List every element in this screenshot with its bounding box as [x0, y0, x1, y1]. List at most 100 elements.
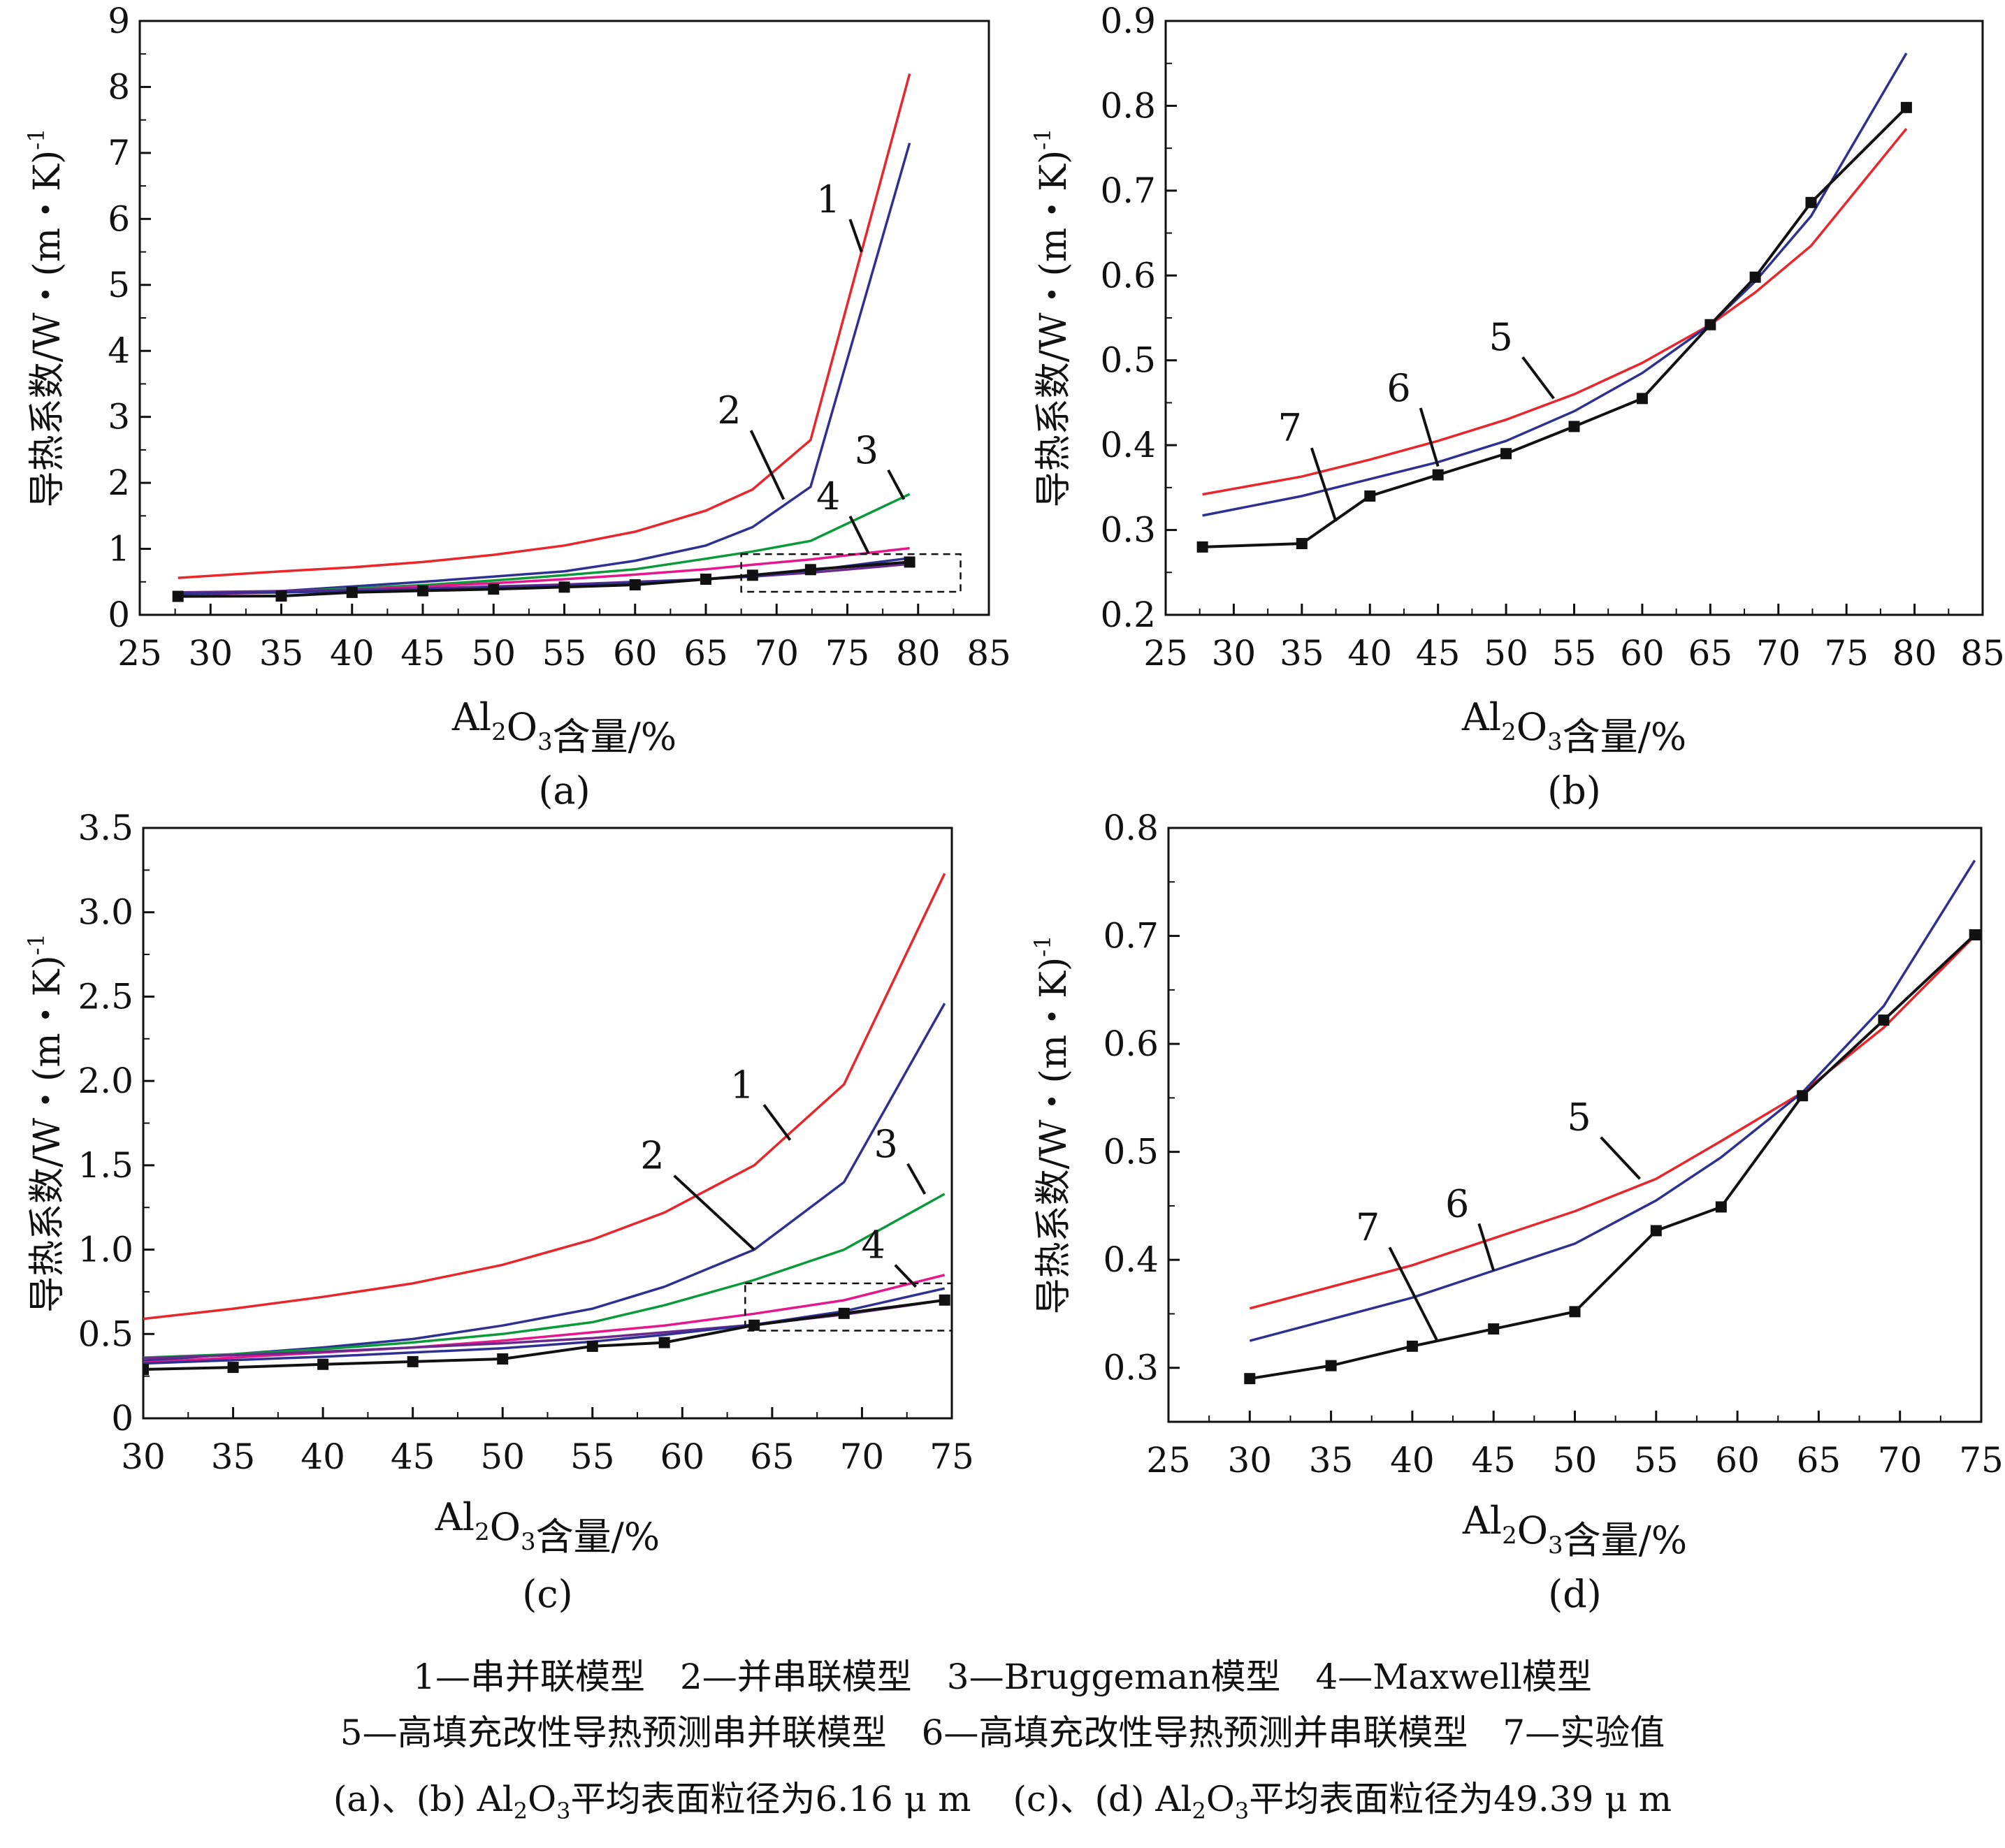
x-tick-label: 60	[1715, 1440, 1760, 1480]
y-tick-label: 1.5	[78, 1145, 133, 1186]
x-tick-label: 55	[542, 633, 587, 674]
series-line-6	[1249, 859, 1976, 1342]
x-title-part: O	[507, 705, 537, 749]
data-point-7	[804, 564, 816, 576]
x-tick-label: 65	[1797, 1440, 1841, 1480]
plot-area	[172, 73, 915, 602]
data-point-7	[748, 1319, 760, 1331]
callout-leader	[673, 1174, 755, 1251]
y-tick-label: 0.7	[1100, 170, 1156, 211]
y-tick-label: 0.6	[1100, 255, 1156, 296]
y-tick-label: 9	[108, 1, 130, 41]
callout-label: 6	[1387, 366, 1410, 410]
x-tick-label: 50	[471, 633, 516, 674]
x-tick-label: 25	[1143, 633, 1188, 674]
y-tick-label: 0.3	[1103, 1348, 1159, 1388]
data-point-7	[1704, 319, 1716, 330]
callout-label: 7	[1356, 1205, 1380, 1249]
x-tick-label: 25	[1146, 1440, 1191, 1480]
callout-leader	[848, 219, 863, 253]
data-point-7	[1805, 196, 1817, 208]
data-point-7	[1432, 469, 1444, 481]
caption-ab-sub-3: 3	[556, 1798, 571, 1824]
x-tick-label: 40	[330, 633, 375, 674]
caption-cd-oxygen: O	[1206, 1779, 1235, 1819]
x-tick-label: 75	[1959, 1440, 2004, 1480]
callout-label: 7	[1277, 406, 1301, 450]
series-line-7	[1249, 933, 1976, 1381]
x-tick-label: 60	[1620, 633, 1665, 674]
y-title-superscript: -1	[1029, 129, 1056, 150]
data-point-7	[407, 1355, 419, 1367]
y-axis-title: 导热系数/W・(m・K)-1	[23, 129, 68, 508]
y-tick-label: 0.5	[78, 1314, 133, 1354]
y-tick-label: 0.6	[1103, 1024, 1159, 1064]
y-tick-label: 0.4	[1100, 425, 1156, 465]
y-tick-label: 3.5	[78, 808, 133, 848]
x-title-subscript: 2	[1501, 718, 1517, 746]
x-tick-label: 30	[188, 633, 233, 674]
data-point-7	[1406, 1340, 1418, 1352]
legend-line-models-1-4: 1—串并联模型 2—并串联模型 3—Bruggeman模型 4—Maxwell模…	[413, 1657, 1592, 1697]
x-title-part: O	[1517, 1508, 1548, 1552]
chart-panel-d: 25 30 35 40 45 50 55 60 65 70 750.30.40.50.60.70.8…	[1029, 808, 2004, 1616]
x-tick-label: 80	[1892, 633, 1937, 674]
data-point-7	[227, 1362, 239, 1374]
data-point-7	[1296, 538, 1308, 549]
series-line-7	[1202, 106, 1908, 548]
x-tick-label: 65	[1688, 633, 1733, 674]
panel-label: (d)	[1548, 1572, 1602, 1616]
chart-panel-a: 25 30 35 40 45 50 55 60 65 70 75 80 850123456789Al2O…	[23, 1, 1011, 813]
caption-ab-suffix: 平均表面粒径为6.16 μ m	[570, 1779, 971, 1819]
callout-leader	[848, 515, 870, 555]
x-title-part: 含量/%	[553, 715, 677, 759]
x-tick-label: 75	[929, 1436, 974, 1477]
x-tick-label: 35	[1280, 633, 1324, 674]
data-point-7	[586, 1340, 598, 1352]
x-tick-label: 70	[1878, 1440, 1923, 1480]
callout-label: 3	[855, 428, 878, 472]
y-tick-label: 2.0	[78, 1061, 133, 1101]
y-tick-label: 3.0	[78, 892, 133, 933]
x-tick-label: 45	[400, 633, 445, 674]
panel-label: (b)	[1547, 769, 1601, 813]
callout-leader	[1388, 1246, 1438, 1341]
x-tick-label: 65	[750, 1436, 795, 1477]
y-tick-label: 0.7	[1103, 916, 1159, 956]
series-line-1	[143, 873, 946, 1320]
data-point-7	[1196, 541, 1208, 553]
callout-leader	[1521, 356, 1555, 400]
chart-panel-b: 25 30 35 40 45 50 55 60 65 70 75 80 850.20.30.40.50.…	[1029, 1, 2005, 813]
data-point-7	[629, 579, 641, 591]
y-tick-label: 5	[108, 265, 130, 305]
data-point-7	[1364, 490, 1376, 502]
y-title-superscript: -1	[23, 129, 50, 150]
data-point-7	[1900, 101, 1912, 113]
x-tick-label: 55	[1634, 1440, 1679, 1480]
y-tick-label: 7	[108, 133, 130, 173]
caption-ab-oxygen: O	[528, 1779, 557, 1819]
data-point-7	[904, 556, 915, 568]
data-point-7	[1244, 1373, 1256, 1385]
callout-label: 1	[730, 1063, 754, 1107]
data-point-7	[417, 585, 428, 597]
data-point-7	[1797, 1090, 1809, 1102]
x-tick-label: 85	[1960, 633, 2005, 674]
data-point-7	[317, 1358, 329, 1370]
x-title-part: Al	[1462, 1499, 1502, 1543]
y-tick-label: 0	[111, 1398, 133, 1439]
x-tick-label: 55	[570, 1436, 615, 1477]
callout-leader	[1310, 447, 1338, 523]
data-point-7	[1715, 1201, 1727, 1213]
x-title-subscript: 3	[521, 1528, 536, 1556]
data-point-7	[172, 590, 184, 602]
x-title-subscript: 3	[1547, 728, 1563, 756]
x-tick-label: 45	[1471, 1440, 1516, 1480]
y-tick-label: 0.5	[1100, 340, 1156, 381]
x-tick-label: 70	[840, 1436, 885, 1477]
caption-ab-sub-2: 2	[513, 1798, 528, 1824]
data-point-7	[275, 590, 287, 602]
x-title-part: 含量/%	[1563, 1518, 1688, 1562]
y-tick-label: 1	[108, 529, 130, 569]
y-tick-label: 0.4	[1103, 1239, 1159, 1280]
